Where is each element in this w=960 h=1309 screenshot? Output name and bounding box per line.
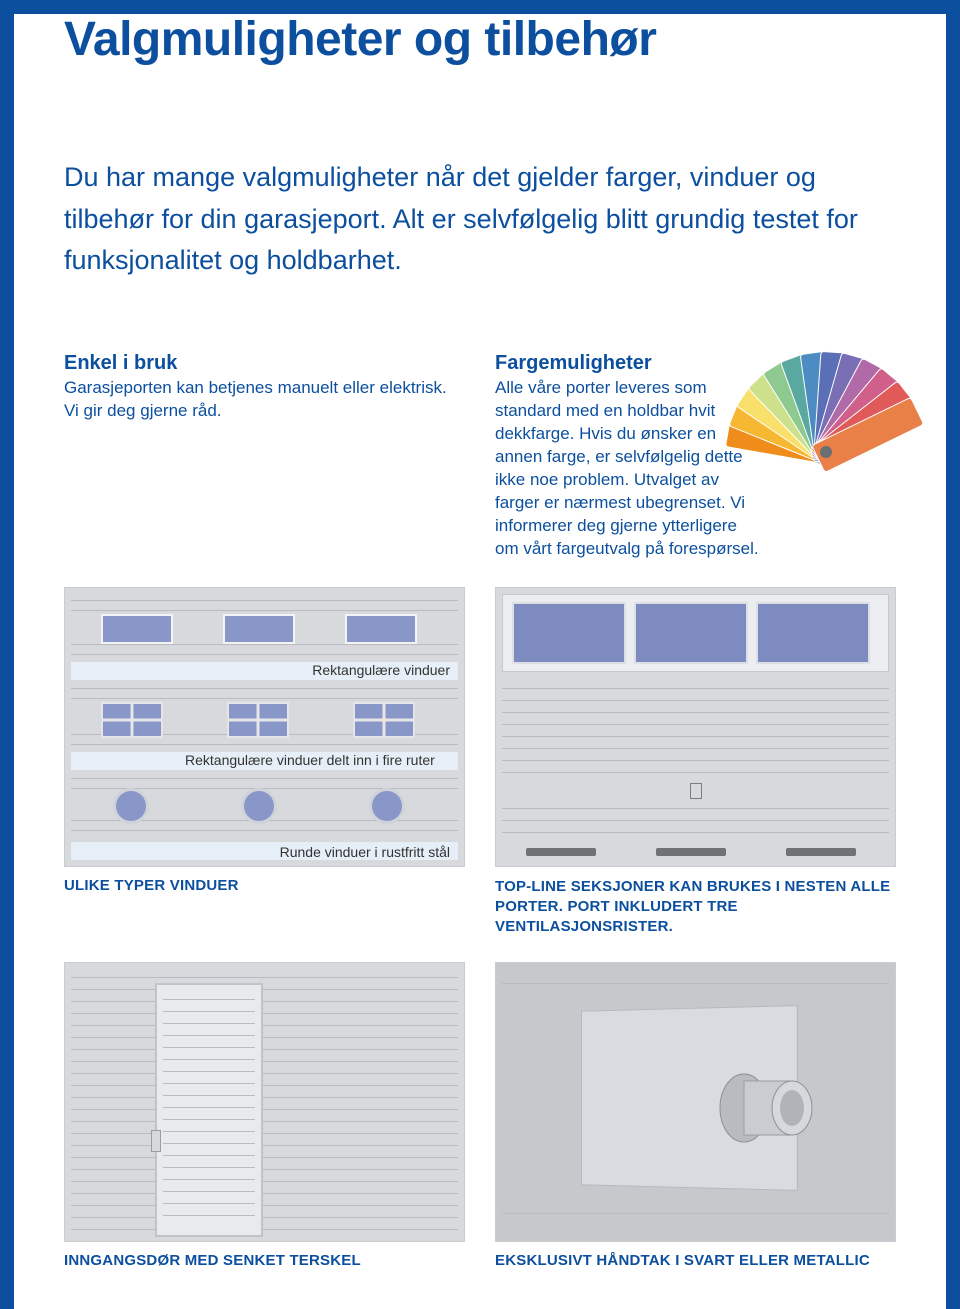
- vent-indicator-icon: [690, 783, 702, 799]
- windows-column: Rektangulære vinduer Rektangulære vindue…: [64, 587, 465, 938]
- topline-column: TOP-LINE SEKSJONER KAN BRUKES I NESTEN A…: [495, 587, 896, 938]
- feature-left-body: Garasjeporten kan betjenes manuelt eller…: [64, 377, 465, 423]
- feature-left-heading: Enkel i bruk: [64, 352, 465, 375]
- page-frame: Valgmuligheter og tilbehør Du har mange …: [0, 0, 960, 1309]
- door-knob-icon: [716, 1063, 826, 1153]
- intro-paragraph: Du har mange valgmuligheter når det gjel…: [64, 157, 884, 283]
- feature-right: Fargemuligheter Alle våre porter leveres…: [495, 352, 896, 561]
- caption-door: INNGANGSDØR MED SENKET TERSKEL: [64, 1252, 465, 1269]
- door-illustration: [64, 962, 465, 1242]
- door-column: INNGANGSDØR MED SENKET TERSKEL: [64, 962, 465, 1269]
- door-handle-icon: [151, 1130, 161, 1152]
- handle-column: EKSKLUSIVT HÅNDTAK I SVART ELLER METALLI…: [495, 962, 896, 1269]
- topline-illustration: [495, 587, 896, 867]
- windows-illustration: Rektangulære vinduer Rektangulære vindue…: [64, 587, 465, 867]
- page-number: 16: [469, 1278, 491, 1301]
- illustration-row-2: INNGANGSDØR MED SENKET TERSKEL EKSKLUSIV…: [64, 962, 896, 1269]
- page-title: Valgmuligheter og tilbehør: [64, 14, 896, 67]
- feature-columns: Enkel i bruk Garasjeporten kan betjenes …: [64, 352, 896, 561]
- illustration-row-1: Rektangulære vinduer Rektangulære vindue…: [64, 587, 896, 938]
- feature-left: Enkel i bruk Garasjeporten kan betjenes …: [64, 352, 465, 561]
- vent-icon: [656, 848, 726, 856]
- handle-illustration: [495, 962, 896, 1242]
- vent-icon: [786, 848, 856, 856]
- color-swatch-fan-icon: [726, 322, 926, 522]
- caption-handle: EKSKLUSIVT HÅNDTAK I SVART ELLER METALLI…: [495, 1252, 896, 1269]
- label-fourpane-windows: Rektangulære vinduer delt inn i fire rut…: [185, 752, 435, 768]
- label-rect-windows: Rektangulære vinduer: [312, 662, 450, 678]
- feature-right-body: Alle våre porter leveres som standard me…: [495, 377, 765, 561]
- vent-icon: [526, 848, 596, 856]
- caption-windows: ULIKE TYPER VINDUER: [64, 877, 465, 894]
- page-sheet: Valgmuligheter og tilbehør Du har mange …: [14, 14, 946, 1309]
- label-round-windows: Runde vinduer i rustfritt stål: [280, 844, 450, 860]
- wicket-door: [155, 983, 263, 1237]
- caption-topline: TOP-LINE SEKSJONER KAN BRUKES I NESTEN A…: [495, 877, 896, 938]
